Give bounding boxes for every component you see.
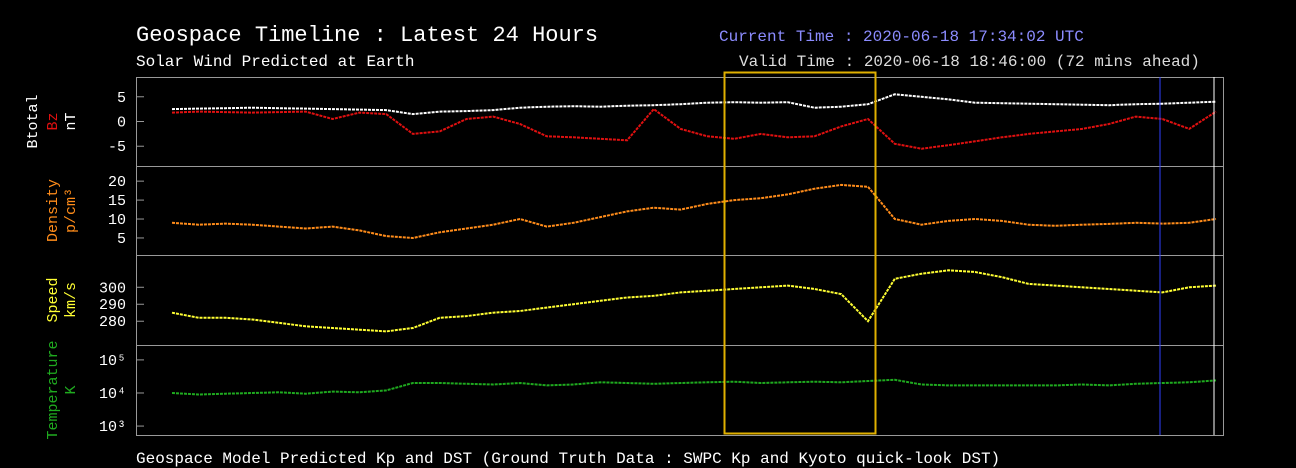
series-line bbox=[171, 269, 1217, 333]
panel-frame bbox=[136, 77, 1224, 167]
series-line bbox=[171, 107, 1217, 150]
subtitle: Solar Wind Predicted at Earth bbox=[136, 53, 414, 71]
valid-time: Valid Time : 2020-06-18 18:46:00 (72 min… bbox=[739, 53, 1200, 71]
y-tick-label: 5 bbox=[117, 231, 126, 248]
y-tick-label: 300 bbox=[99, 280, 126, 297]
footer: Geospace Model Predicted Kp and DST (Gro… bbox=[136, 450, 1000, 468]
current-time: Current Time : 2020-06-18 17:34:02 UTC bbox=[719, 28, 1084, 46]
y-tick-label: 20 bbox=[108, 174, 126, 191]
axis-label: nT bbox=[63, 112, 80, 130]
axis-label: Speed bbox=[45, 277, 62, 322]
axis-label: Bz bbox=[45, 112, 62, 130]
y-tick-label: 10⁴ bbox=[99, 386, 126, 403]
y-tick-label: 10 bbox=[108, 212, 126, 229]
highlight-box bbox=[723, 71, 877, 435]
axis-label: Density bbox=[45, 179, 62, 242]
y-tick-label: -5 bbox=[108, 139, 126, 156]
y-tick-label: 10³ bbox=[99, 419, 126, 436]
series-line bbox=[171, 378, 1217, 396]
axis-label: Temperature bbox=[45, 340, 62, 439]
y-tick-label: 10⁵ bbox=[99, 353, 126, 370]
axis-label: p/cm³ bbox=[63, 188, 80, 233]
axis-label: km/s bbox=[63, 282, 80, 318]
y-tick-label: 0 bbox=[117, 115, 126, 132]
panel-frame bbox=[136, 255, 1224, 346]
series-line bbox=[171, 93, 1217, 116]
panel-frame bbox=[136, 345, 1224, 436]
y-tick-label: 280 bbox=[99, 314, 126, 331]
panel-frame bbox=[136, 166, 1224, 256]
series-line bbox=[171, 183, 1217, 240]
axis-label: Btotal bbox=[25, 94, 42, 148]
axis-label: K bbox=[63, 385, 80, 394]
y-tick-label: 290 bbox=[99, 297, 126, 314]
y-tick-label: 5 bbox=[117, 90, 126, 107]
title: Geospace Timeline : Latest 24 Hours bbox=[136, 23, 598, 48]
y-tick-label: 15 bbox=[108, 193, 126, 210]
